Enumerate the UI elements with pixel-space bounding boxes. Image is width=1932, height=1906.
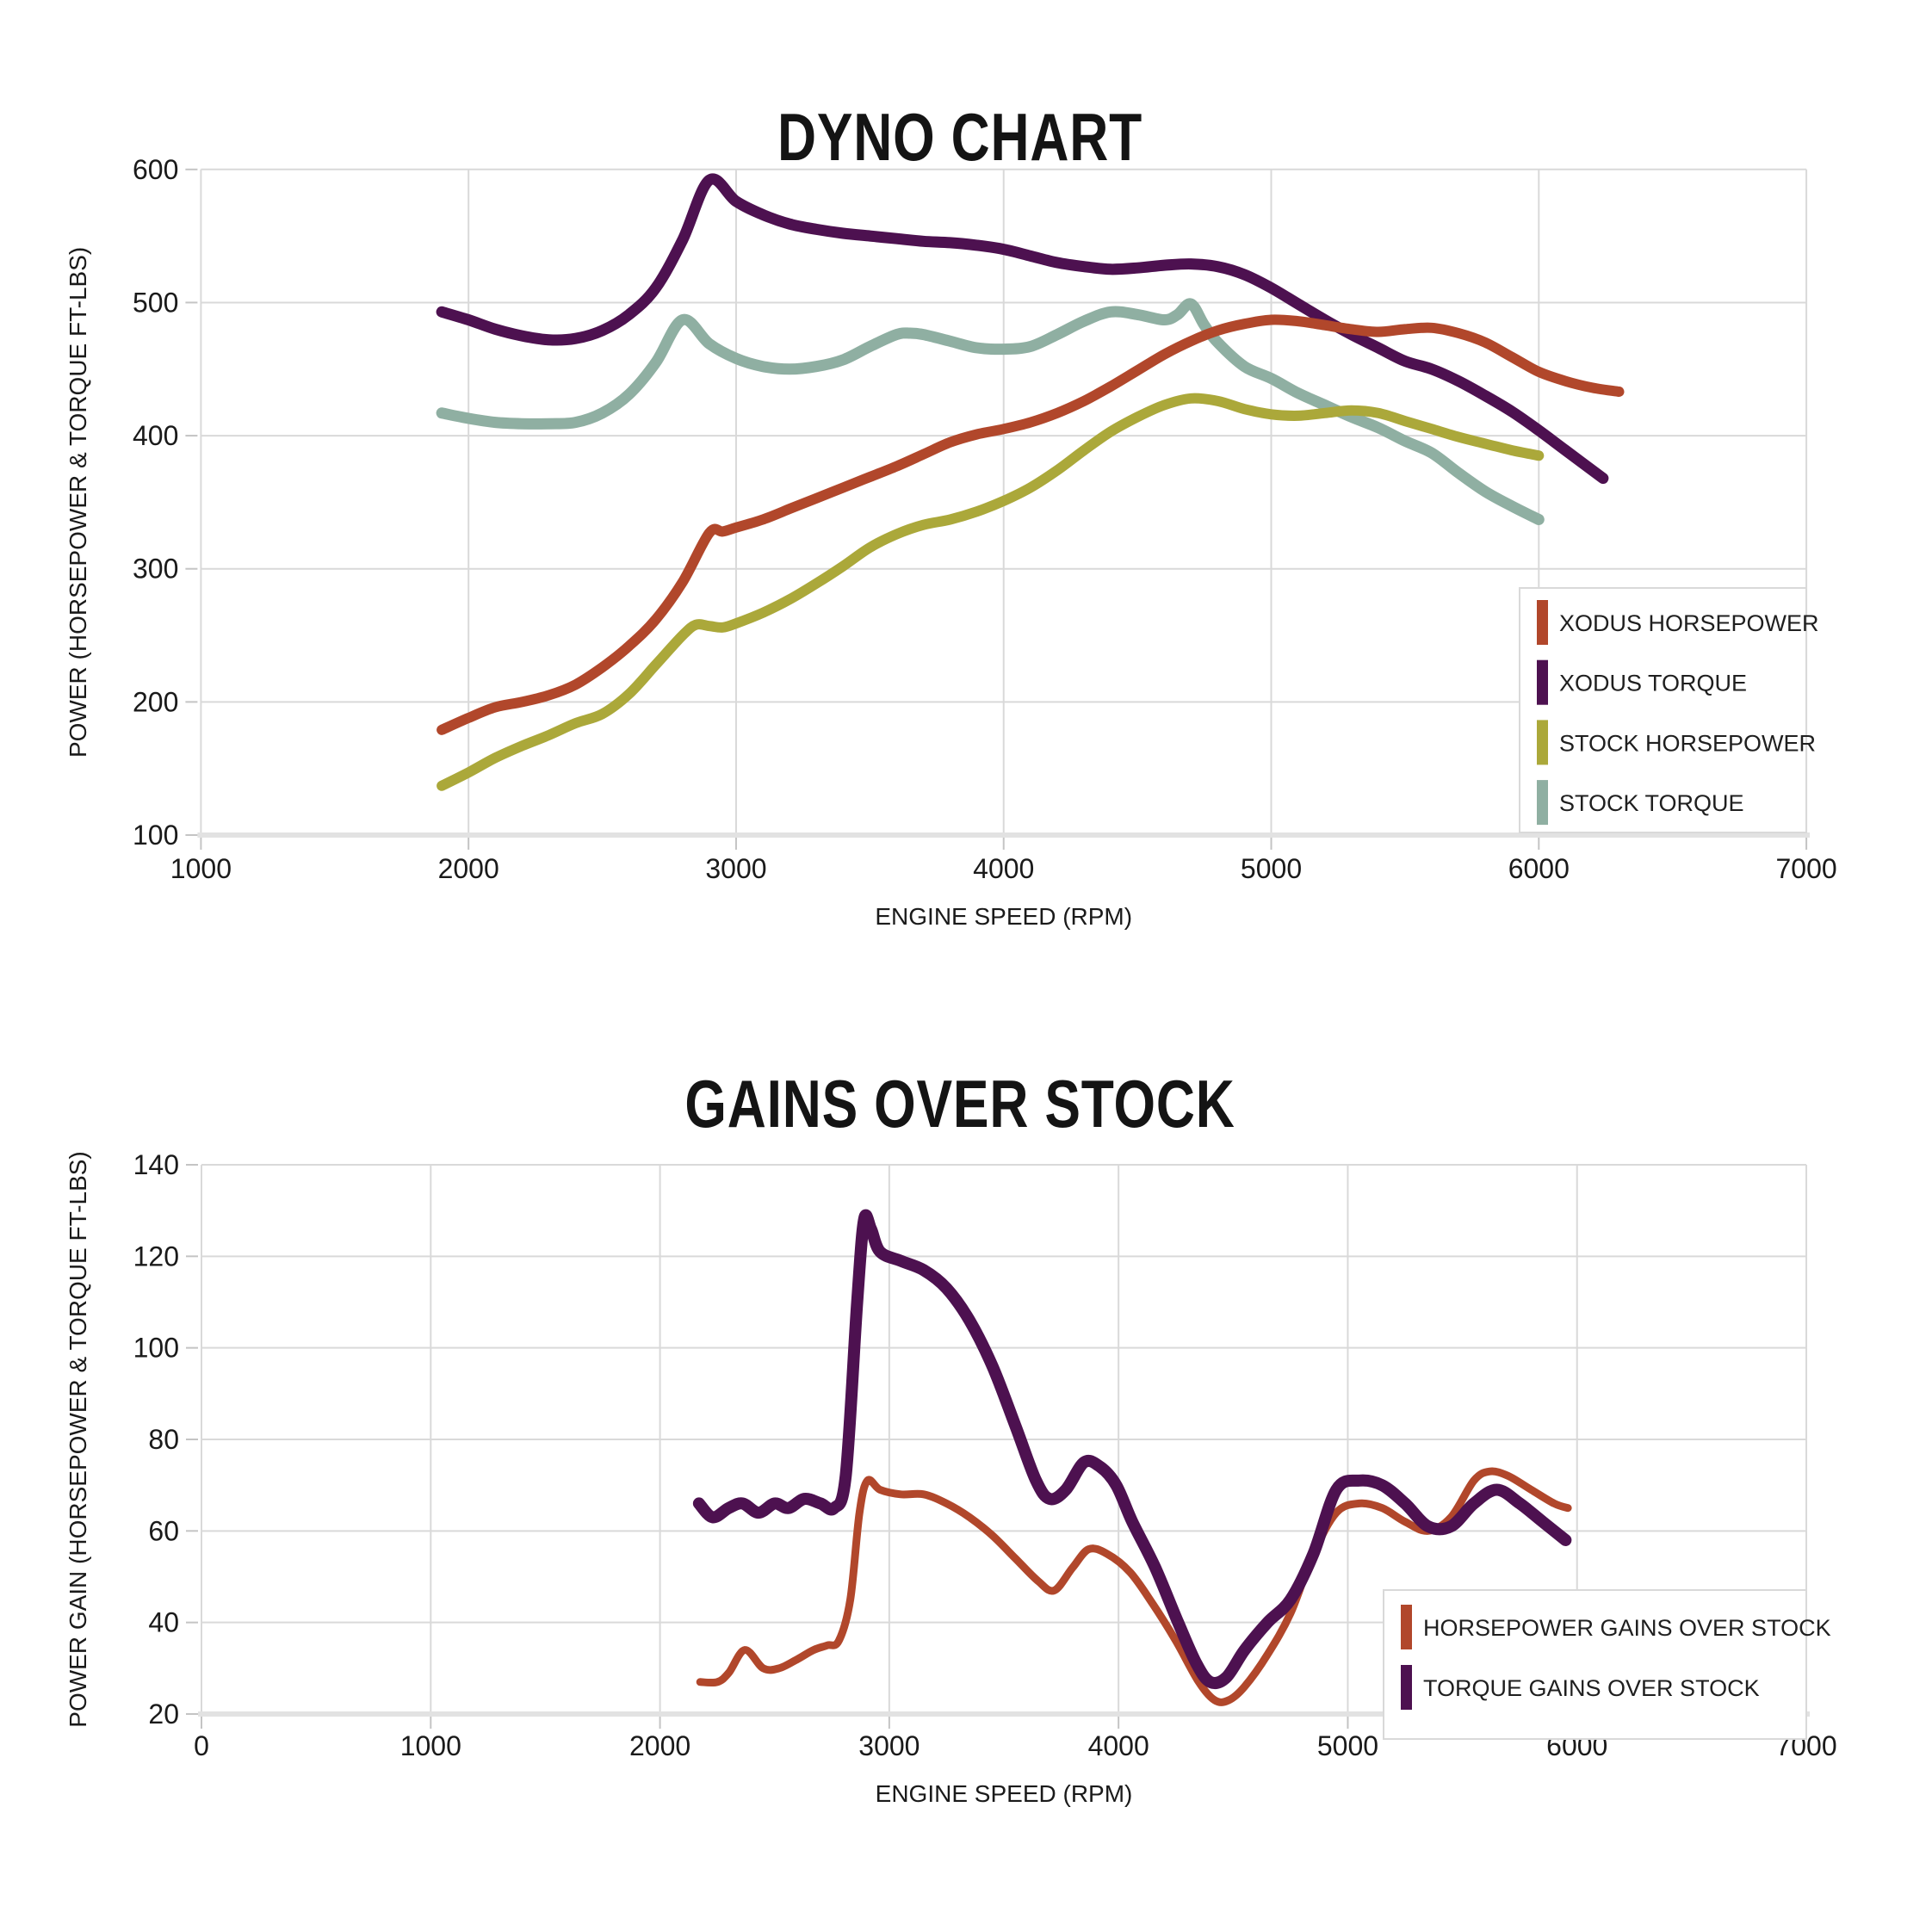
x-axis-title: ENGINE SPEED (RPM) xyxy=(875,903,1132,930)
x-tick-label-6000: 6000 xyxy=(1508,853,1570,884)
y-tick-label-100: 100 xyxy=(133,820,178,851)
y-tick-label-500: 500 xyxy=(133,287,178,318)
y-axis-title: POWER GAIN (HORSEPOWER & TORQUE FT-LBS) xyxy=(65,1151,91,1727)
x-tick-label-1000: 1000 xyxy=(170,853,232,884)
x-tick-label-4000: 4000 xyxy=(1088,1730,1149,1761)
legend-swatch-torque-gains-over-stock xyxy=(1401,1665,1412,1710)
y-tick-label-140: 140 xyxy=(133,1149,179,1180)
legend-swatch-xodus-torque xyxy=(1537,659,1548,705)
dyno-chart-title: DYNO CHART xyxy=(777,99,1142,175)
legend-swatch-stock-torque xyxy=(1537,780,1548,826)
legend-box xyxy=(1383,1589,1807,1740)
legend-swatch-xodus-horsepower xyxy=(1537,600,1548,645)
y-axis-title: POWER (HORSEPOWER & TORQUE FT-LBS) xyxy=(65,247,91,758)
y-tick-label-200: 200 xyxy=(133,686,178,717)
gains-chart-title: GAINS OVER STOCK xyxy=(684,1066,1235,1142)
series-torque-gains-over-stock xyxy=(692,1209,1572,1689)
legend-item-torque-gains-over-stock: TORQUE GAINS OVER STOCK xyxy=(1401,1665,1760,1710)
x-tick-label-0: 0 xyxy=(194,1730,209,1761)
x-tick-label-2000: 2000 xyxy=(629,1730,690,1761)
legend-swatch-horsepower-gains-over-stock xyxy=(1401,1605,1412,1649)
y-tick-label-40: 40 xyxy=(148,1607,179,1638)
x-tick-label-5000: 5000 xyxy=(1241,853,1302,884)
y-tick-label-100: 100 xyxy=(133,1333,179,1364)
y-tick-label-80: 80 xyxy=(148,1424,179,1455)
legend-label-xodus-torque: XODUS TORQUE xyxy=(1559,671,1747,696)
x-tick-label-1000: 1000 xyxy=(400,1730,461,1761)
gains-chart-legend: HORSEPOWER GAINS OVER STOCK TORQUE GAINS … xyxy=(1383,1589,1831,1740)
y-tick-label-120: 120 xyxy=(133,1241,179,1272)
legend-label-xodus-horsepower: XODUS HORSEPOWER xyxy=(1559,610,1819,636)
y-tick-label-60: 60 xyxy=(148,1515,179,1546)
legend-item-xodus-torque: XODUS TORQUE xyxy=(1537,659,1747,705)
y-tick-label-300: 300 xyxy=(133,554,178,585)
legend-item-stock-torque: STOCK TORQUE xyxy=(1537,780,1744,826)
y-tick-label-20: 20 xyxy=(148,1699,179,1730)
legend-box xyxy=(1519,587,1807,833)
legend-label-torque-gains-over-stock: TORQUE GAINS OVER STOCK xyxy=(1423,1675,1760,1701)
series-xodus-torque xyxy=(436,173,1609,485)
legend-swatch-stock-horsepower xyxy=(1537,720,1548,765)
series-xodus-horsepower xyxy=(437,314,1625,735)
x-tick-label-4000: 4000 xyxy=(973,853,1034,884)
x-tick-label-3000: 3000 xyxy=(705,853,766,884)
x-tick-label-7000: 7000 xyxy=(1775,853,1836,884)
legend-label-horsepower-gains-over-stock: HORSEPOWER GAINS OVER STOCK xyxy=(1423,1615,1831,1641)
x-tick-label-2000: 2000 xyxy=(438,853,499,884)
legend-item-stock-horsepower: STOCK HORSEPOWER xyxy=(1537,720,1816,765)
dyno-chart: 1000 2000 3000 4000 5000 6000 7000 100 200 300 400… xyxy=(65,154,1837,930)
x-tick-label-5000: 5000 xyxy=(1317,1730,1378,1761)
x-tick-label-3000: 3000 xyxy=(858,1730,920,1761)
gains-chart: 0 1000 2000 3000 4000 5000 6000 700020406080100… xyxy=(65,1149,1837,1807)
x-axis-title: ENGINE SPEED (RPM) xyxy=(876,1780,1133,1807)
y-tick-label-400: 400 xyxy=(133,420,178,451)
legend-item-xodus-horsepower: XODUS HORSEPOWER xyxy=(1537,600,1819,645)
series-stock-horsepower xyxy=(437,393,1545,791)
legend-label-stock-horsepower: STOCK HORSEPOWER xyxy=(1559,730,1816,756)
y-tick-label-600: 600 xyxy=(133,154,178,185)
series-horsepower-gains-over-stock xyxy=(696,1467,1572,1706)
legend-item-horsepower-gains-over-stock: HORSEPOWER GAINS OVER STOCK xyxy=(1401,1605,1831,1649)
legend-label-stock-torque: STOCK TORQUE xyxy=(1559,790,1744,816)
dyno-chart-legend: XODUS HORSEPOWER XODUS TORQUE STOCK HORSEP… xyxy=(1519,587,1819,833)
